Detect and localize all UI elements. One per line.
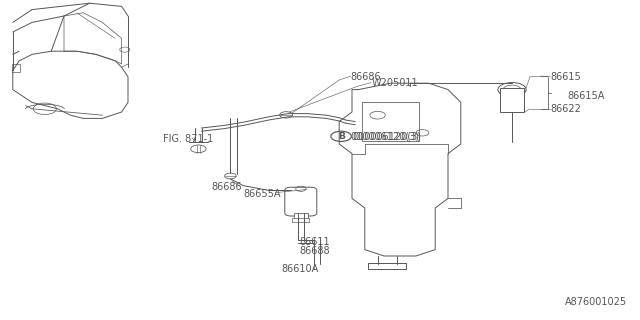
FancyBboxPatch shape [362,102,419,141]
Text: 010006120(3): 010006120(3) [351,131,420,141]
Text: B: B [338,132,344,141]
FancyBboxPatch shape [500,88,524,112]
Text: 86615: 86615 [550,72,581,82]
Text: 86686: 86686 [351,72,381,82]
FancyBboxPatch shape [12,64,20,72]
FancyBboxPatch shape [285,187,317,216]
Text: 86686: 86686 [211,182,242,192]
Text: 010006120(3): 010006120(3) [353,131,422,141]
Text: 86615A: 86615A [568,91,605,101]
FancyBboxPatch shape [294,213,308,219]
FancyBboxPatch shape [368,263,406,269]
Text: 86611: 86611 [300,236,330,247]
Text: 86622: 86622 [550,104,581,114]
Text: 86655A: 86655A [243,188,281,199]
FancyBboxPatch shape [292,218,309,222]
Text: FIG. 871-1: FIG. 871-1 [163,134,214,144]
Text: 86688: 86688 [300,246,330,256]
Text: 86610A: 86610A [281,264,318,275]
Text: A876001025: A876001025 [565,297,627,308]
Text: W205011: W205011 [371,78,418,88]
